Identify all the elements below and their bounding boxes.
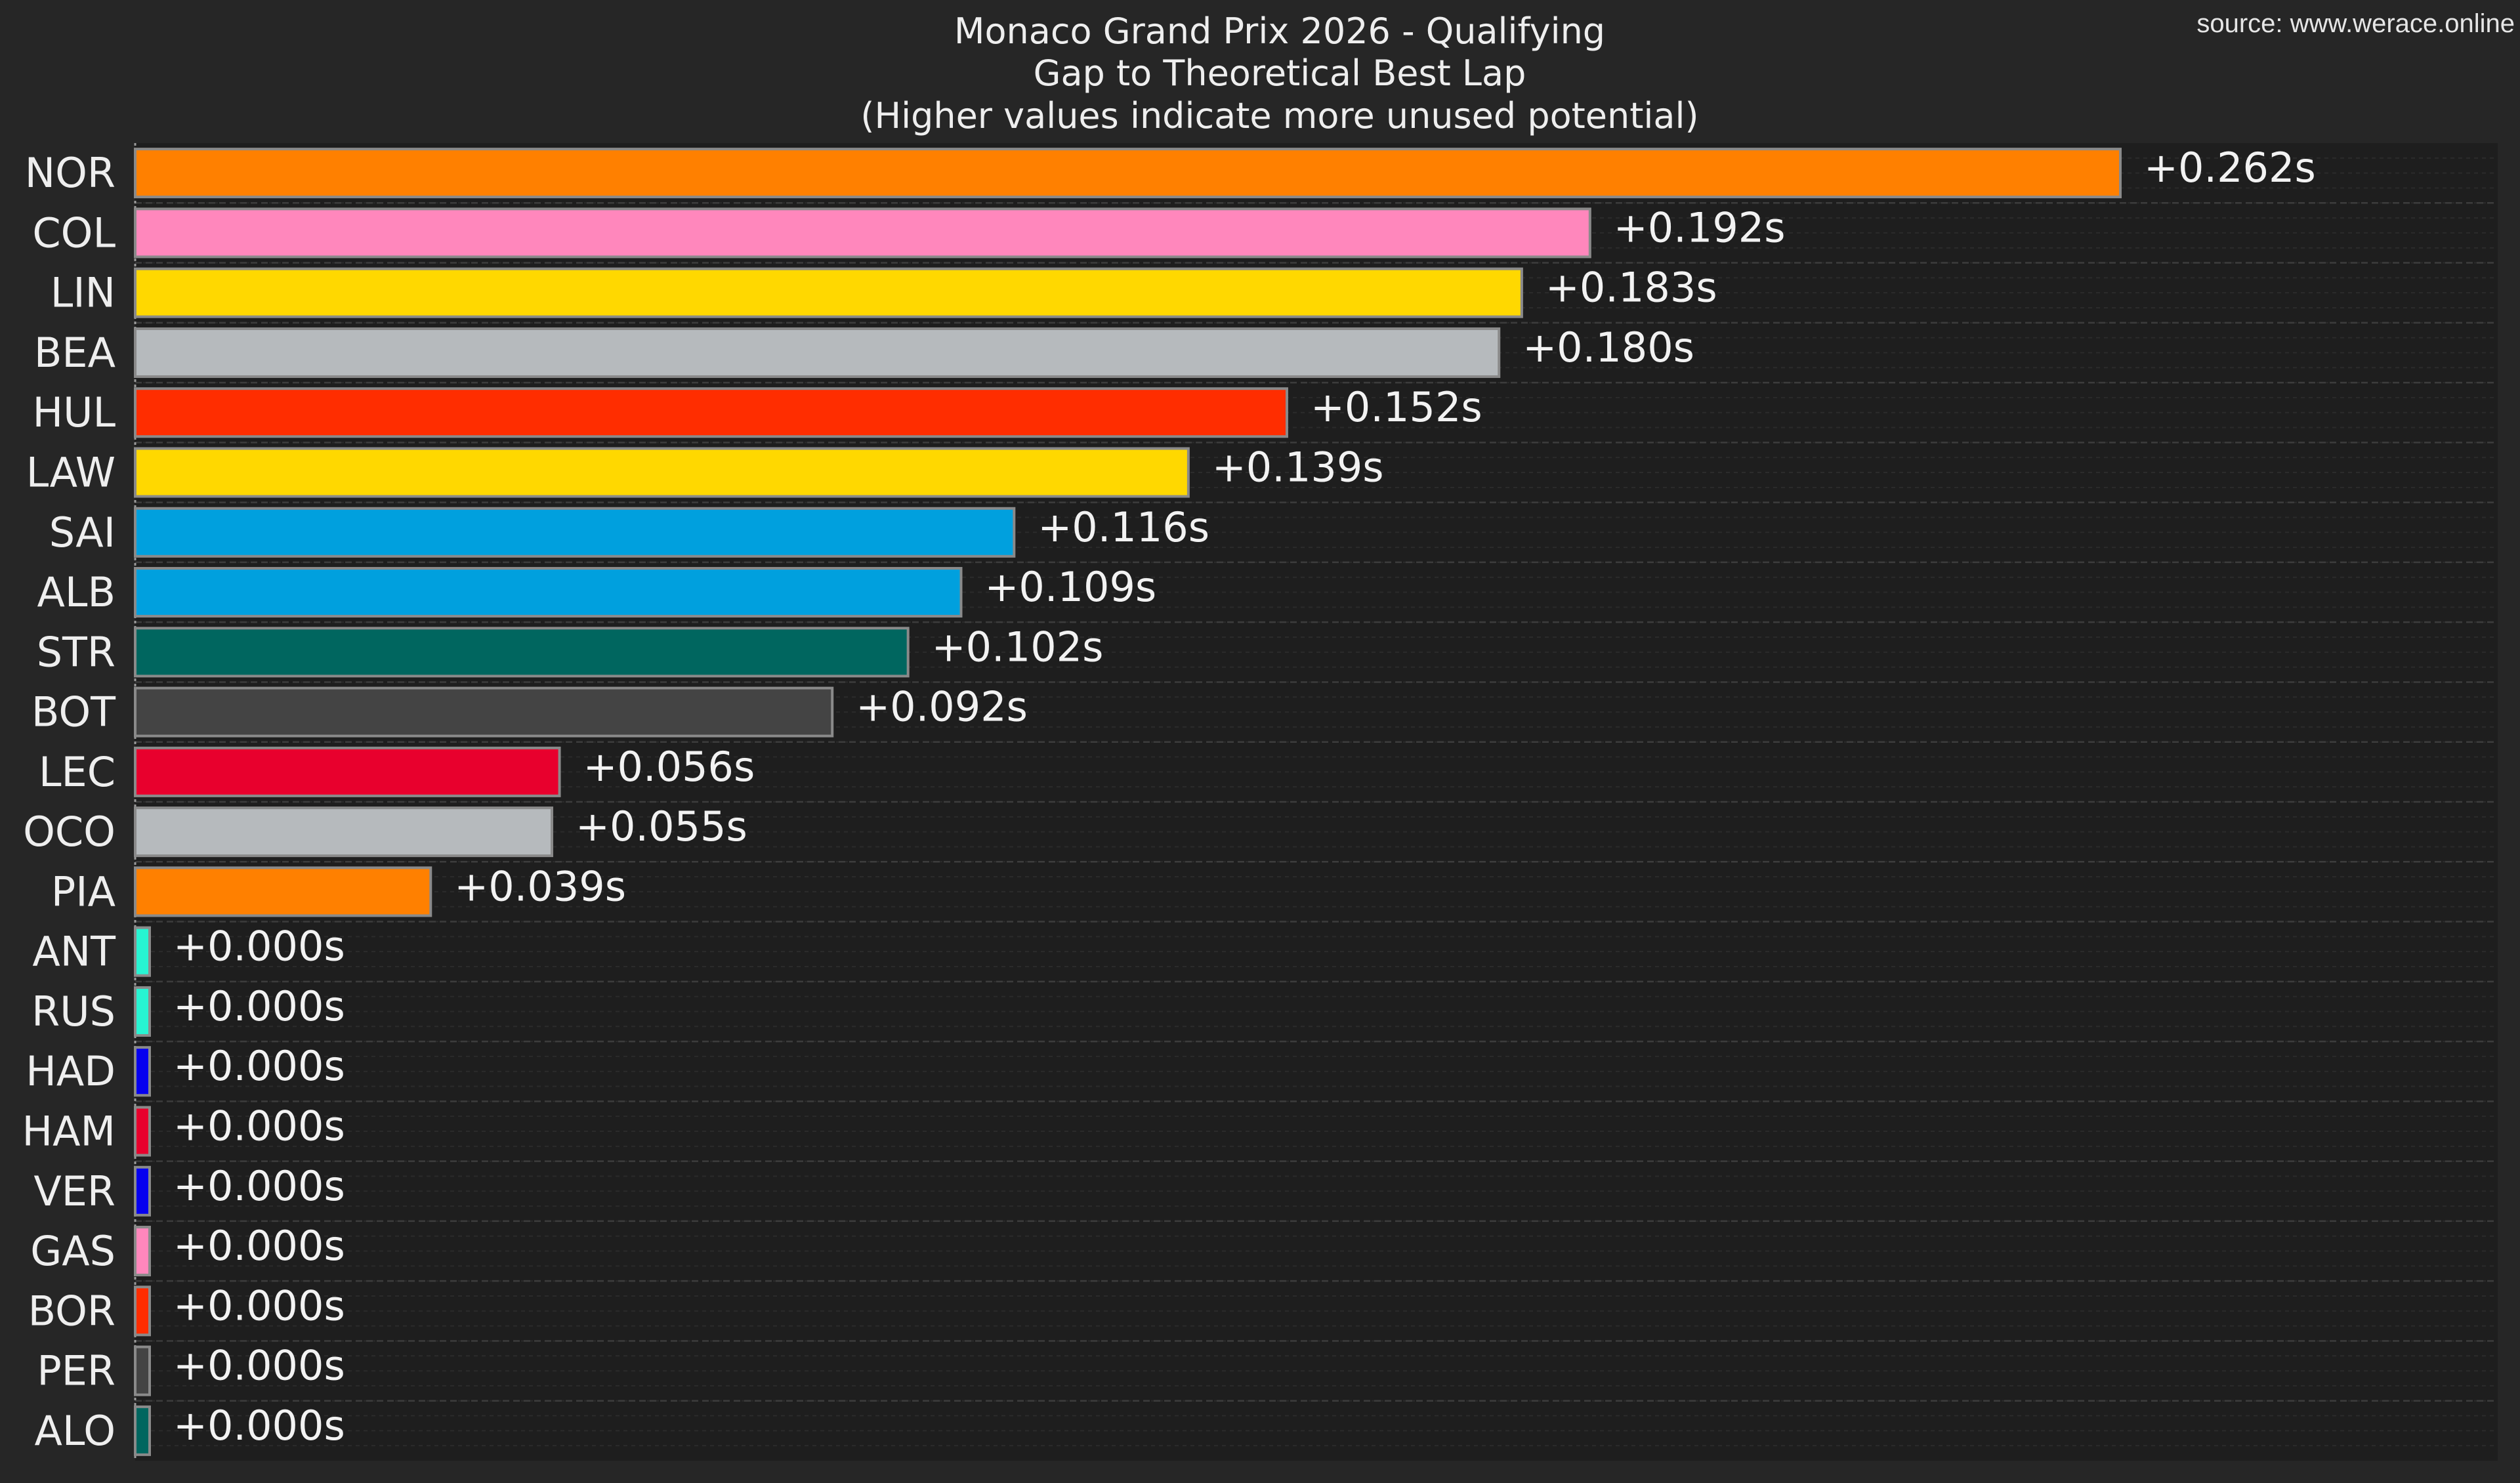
bar-ham	[134, 1106, 151, 1157]
bar-law	[134, 447, 1190, 498]
bars: NOR +0.262s COL +0.192s LIN +0.183s BEA +0.180s…	[22, 144, 2316, 1456]
bar-bea	[134, 327, 1501, 378]
y-tick-label-nor: NOR	[25, 149, 116, 197]
bar-lec	[134, 746, 561, 797]
value-label-bea: +0.180s	[1522, 324, 1694, 371]
y-tick-label-alo: ALO	[34, 1407, 116, 1455]
y-tick-label-pia: PIA	[51, 867, 116, 915]
value-label-hul: +0.152s	[1311, 383, 1482, 431]
value-label-law: +0.139s	[1212, 444, 1384, 491]
y-tick-label-had: HAD	[26, 1047, 116, 1095]
y-tick-label-lec: LEC	[39, 748, 116, 796]
source-note: source: www.werace.online	[2196, 9, 2515, 38]
bar-col	[134, 207, 1591, 259]
value-label-oco: +0.055s	[576, 803, 747, 850]
bar-bot	[134, 686, 834, 738]
y-tick-label-str: STR	[37, 628, 116, 676]
bar-ver	[134, 1165, 151, 1217]
value-label-alo: +0.000s	[173, 1402, 345, 1450]
bar-per	[134, 1345, 151, 1396]
bar-bor	[134, 1285, 151, 1337]
title-line-3: (Higher values indicate more unused pote…	[860, 95, 1698, 136]
y-tick-label-bot: BOT	[32, 688, 116, 736]
bar-rus	[134, 986, 151, 1037]
value-label-nor: +0.262s	[2144, 144, 2316, 192]
y-tick-label-col: COL	[32, 209, 116, 257]
bar-pia	[134, 866, 432, 917]
value-label-lin: +0.183s	[1545, 264, 1717, 312]
title-line-1: Monaco Grand Prix 2026 - Qualifying	[954, 10, 1605, 52]
y-tick-label-sai: SAI	[49, 509, 116, 556]
value-label-ham: +0.000s	[173, 1102, 345, 1150]
bar-gas	[134, 1226, 151, 1277]
bar-alo	[134, 1405, 151, 1456]
value-label-lec: +0.056s	[583, 743, 755, 791]
chart-title: Monaco Grand Prix 2026 - Qualifying Gap …	[860, 10, 1698, 136]
y-tick-label-law: LAW	[26, 449, 116, 497]
value-label-rus: +0.000s	[173, 982, 345, 1030]
value-label-bot: +0.092s	[856, 683, 1028, 731]
y-tick-label-rus: RUS	[32, 988, 116, 1035]
y-tick-label-bea: BEA	[34, 329, 116, 377]
value-label-gas: +0.000s	[173, 1222, 345, 1270]
y-tick-label-hul: HUL	[32, 388, 116, 436]
bar-ant	[134, 926, 151, 977]
title-line-2: Gap to Theoretical Best Lap	[1034, 52, 1526, 94]
value-label-ver: +0.000s	[173, 1162, 345, 1210]
y-tick-label-per: PER	[37, 1347, 116, 1395]
value-label-str: +0.102s	[932, 623, 1104, 671]
value-label-alb: +0.109s	[984, 563, 1156, 611]
value-label-had: +0.000s	[173, 1042, 345, 1090]
y-tick-label-alb: ALB	[37, 568, 116, 616]
y-tick-label-ham: HAM	[22, 1108, 116, 1156]
y-tick-label-oco: OCO	[23, 808, 116, 856]
y-tick-label-lin: LIN	[51, 269, 116, 317]
y-tick-label-bor: BOR	[28, 1287, 116, 1335]
value-label-bor: +0.000s	[173, 1282, 345, 1329]
y-tick-label-ant: ANT	[32, 928, 116, 976]
value-label-per: +0.000s	[173, 1342, 345, 1390]
bar-sai	[134, 507, 1016, 558]
bar-lin	[134, 267, 1523, 318]
bar-alb	[134, 567, 963, 618]
value-label-sai: +0.116s	[1038, 503, 1209, 551]
bar-nor	[134, 148, 2122, 199]
bar-had	[134, 1046, 151, 1097]
value-label-pia: +0.039s	[454, 862, 626, 910]
value-label-col: +0.192s	[1614, 203, 1786, 251]
value-label-ant: +0.000s	[173, 923, 345, 971]
bar-hul	[134, 387, 1288, 438]
bar-oco	[134, 806, 554, 858]
bar-str	[134, 627, 910, 678]
y-tick-label-gas: GAS	[30, 1227, 116, 1275]
y-tick-label-ver: VER	[33, 1167, 116, 1215]
